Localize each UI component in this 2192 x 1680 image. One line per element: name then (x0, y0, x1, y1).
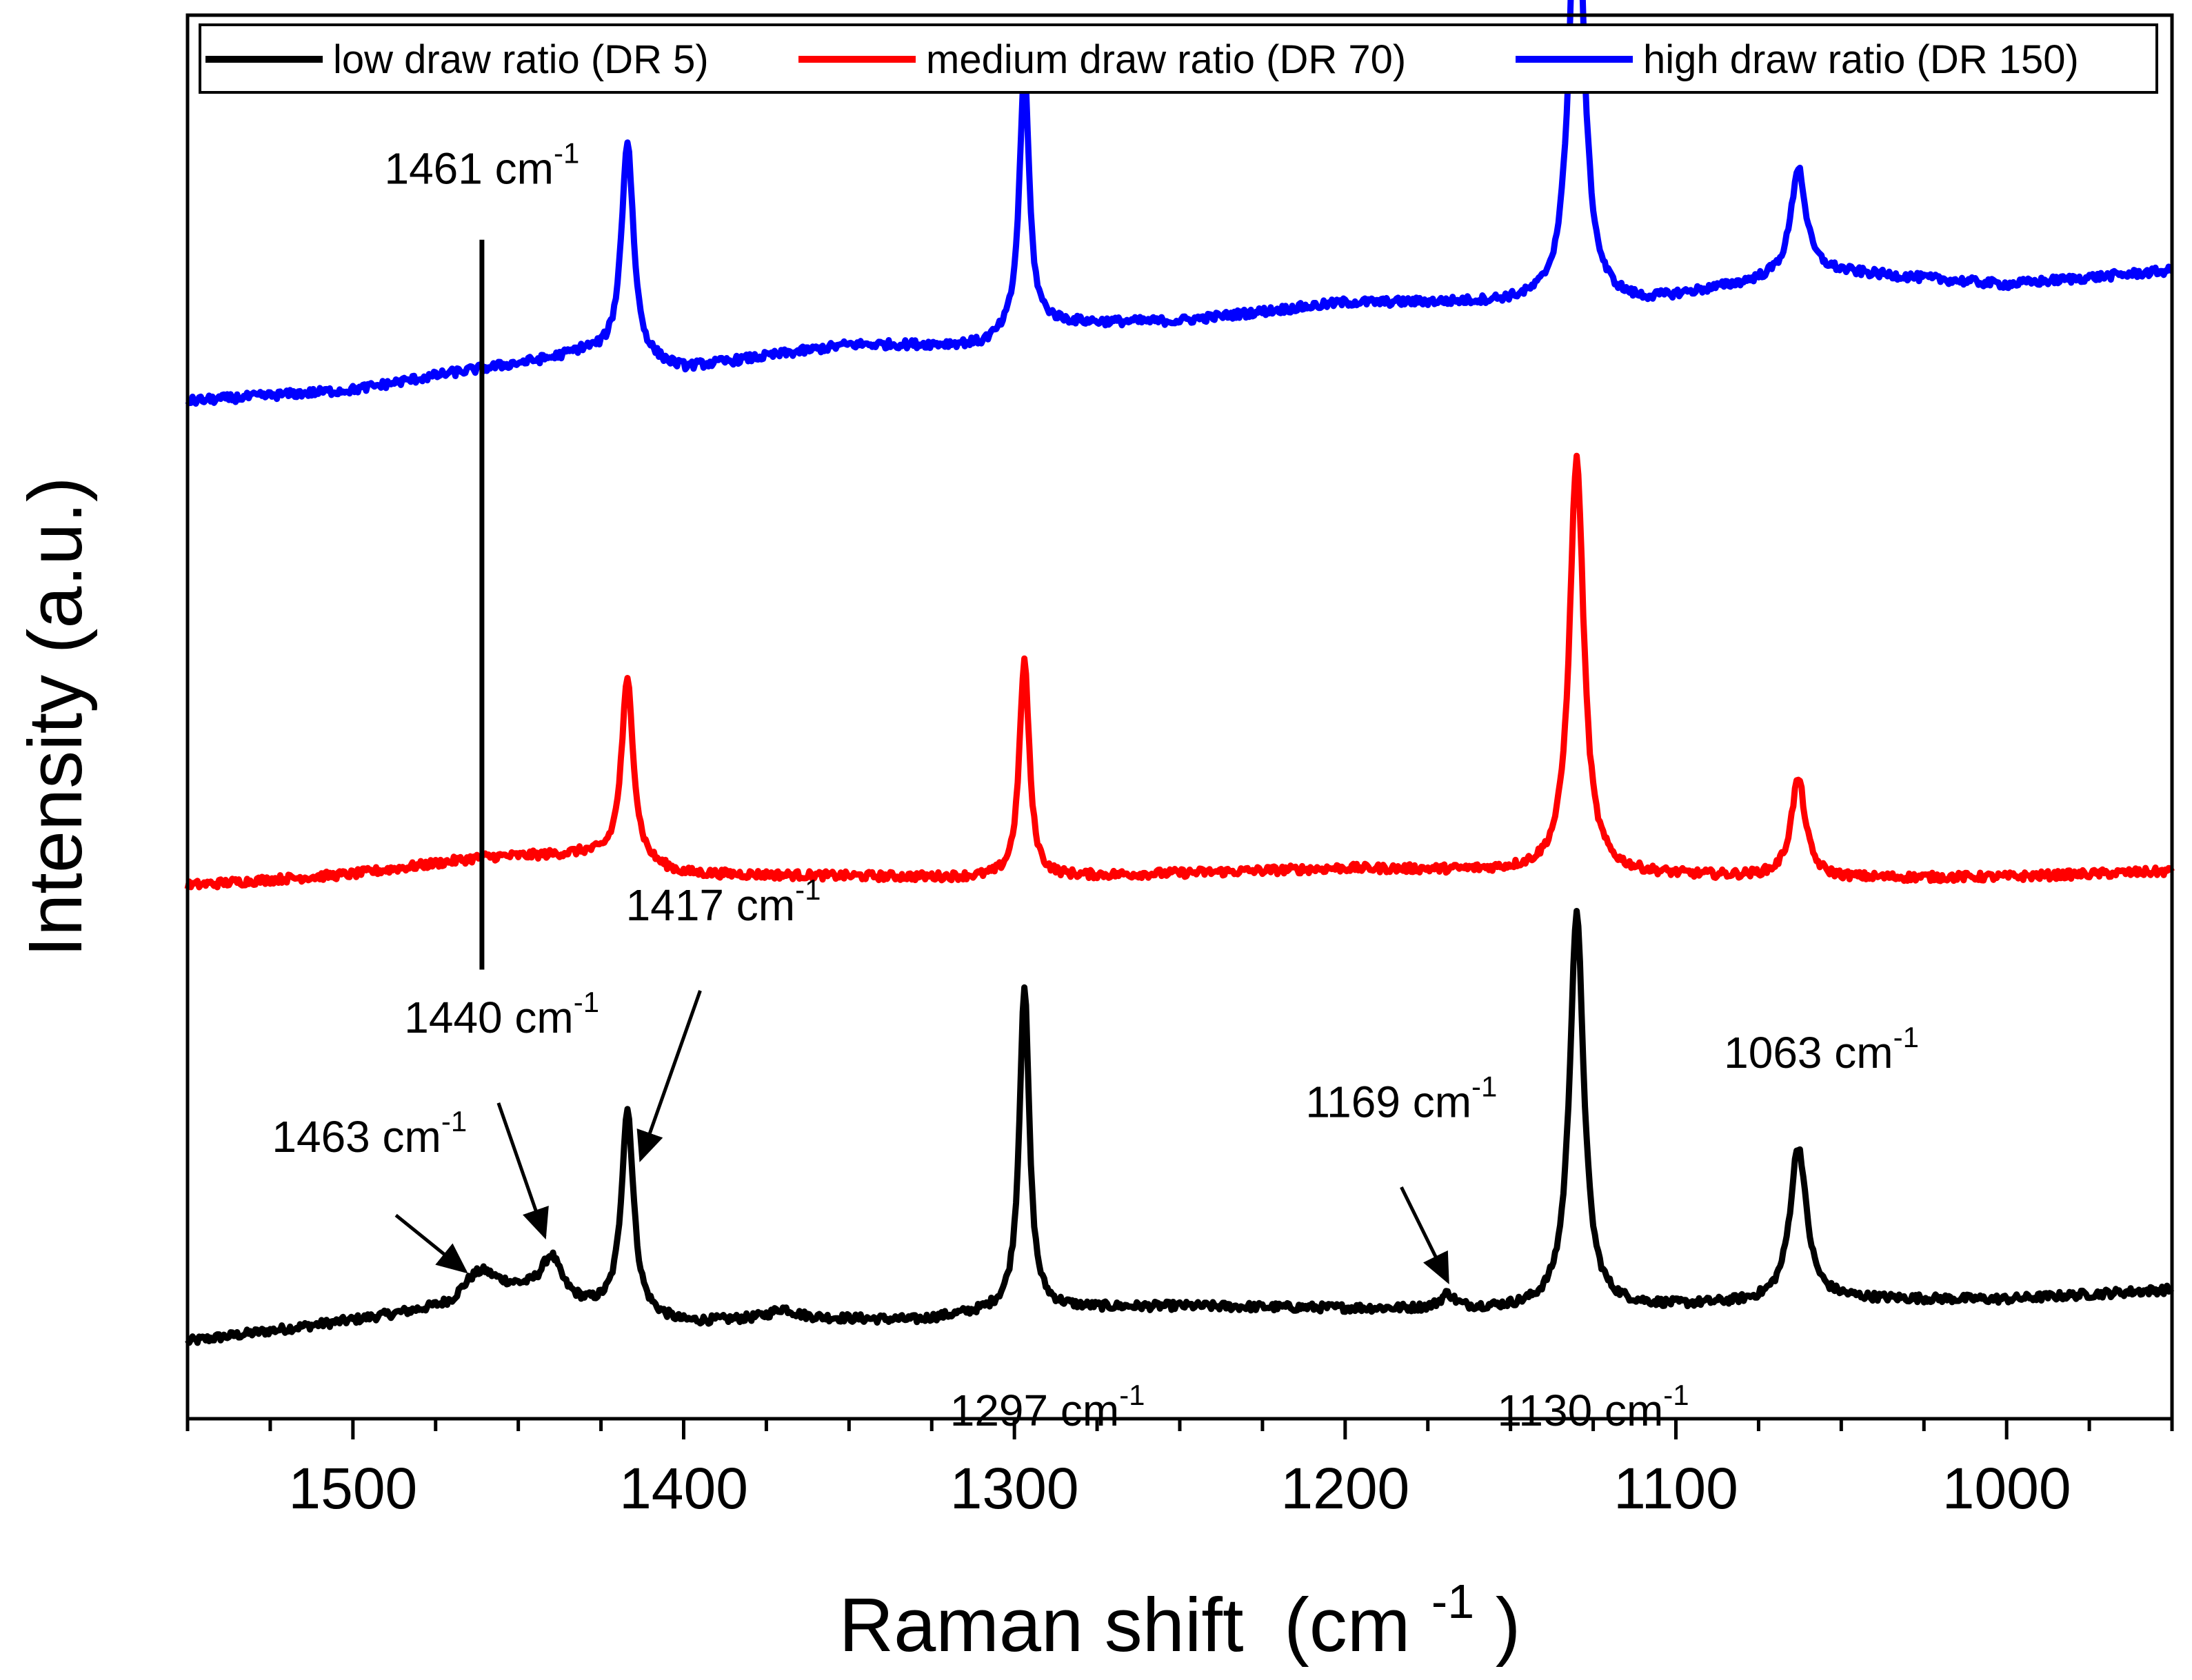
x-tick-label: 1500 (288, 1456, 417, 1521)
peak-label: 1063 cm-1 (1724, 1021, 1919, 1077)
legend-box (199, 23, 2158, 94)
peak-label: 1463 cm-1 (272, 1105, 467, 1162)
legend: low draw ratio (DR 5) medium draw ratio (… (199, 23, 2158, 94)
peak-label: 1297 cm-1 (950, 1379, 1145, 1435)
x-axis-ticks: 1500 1400 1300 1200 1100 1000 (185, 1419, 2174, 1521)
legend-label-1: low draw ratio (DR 5) (333, 37, 709, 82)
peak-label: 1417 cm-1 (626, 873, 821, 930)
x-tick-label: 1000 (1942, 1456, 2071, 1521)
series-layer (184, 0, 2175, 1346)
series-line-1 (185, 908, 2175, 1346)
peak-label: 1169 cm-1 (1305, 1070, 1497, 1126)
x-tick-label: 1100 (1613, 1456, 1738, 1521)
y-axis-title: Intensity (a.u.) (13, 477, 98, 958)
x-axis-title-main: Raman shift (839, 1583, 1244, 1668)
x-tick-label: 1400 (619, 1456, 748, 1521)
annotation-layer: 1461 cm-1 1463 cm-1 1440 cm-1 1417 cm-1 1297… (272, 136, 1919, 1435)
x-tick-label: 1200 (1280, 1456, 1409, 1521)
annotation-arrow (394, 1213, 468, 1274)
annotation-arrow (496, 1102, 549, 1240)
peak-label: 1130 cm-1 (1498, 1379, 1689, 1435)
plot-frame (185, 13, 2174, 1421)
x-tick-label: 1300 (950, 1456, 1079, 1521)
x-axis-title: Raman shift (cm -1 ) (839, 1550, 1521, 1668)
series-line-2 (184, 452, 2175, 891)
x-axis-title-unit: (cm (1284, 1583, 1410, 1668)
peak-label: 1461 cm-1 (384, 136, 579, 193)
x-axis-title-unit-close: ) (1496, 1583, 1521, 1668)
peak-label: 1440 cm-1 (404, 986, 599, 1042)
legend-label-3: high draw ratio (DR 150) (1643, 37, 2079, 82)
legend-label-2: medium draw ratio (DR 70) (926, 37, 1406, 82)
annotation-arrow (1400, 1186, 1449, 1284)
series-line-3 (185, 0, 2174, 407)
annotation-arrow (636, 990, 702, 1163)
x-axis-title-unit-sup: -1 (1431, 1575, 1474, 1628)
